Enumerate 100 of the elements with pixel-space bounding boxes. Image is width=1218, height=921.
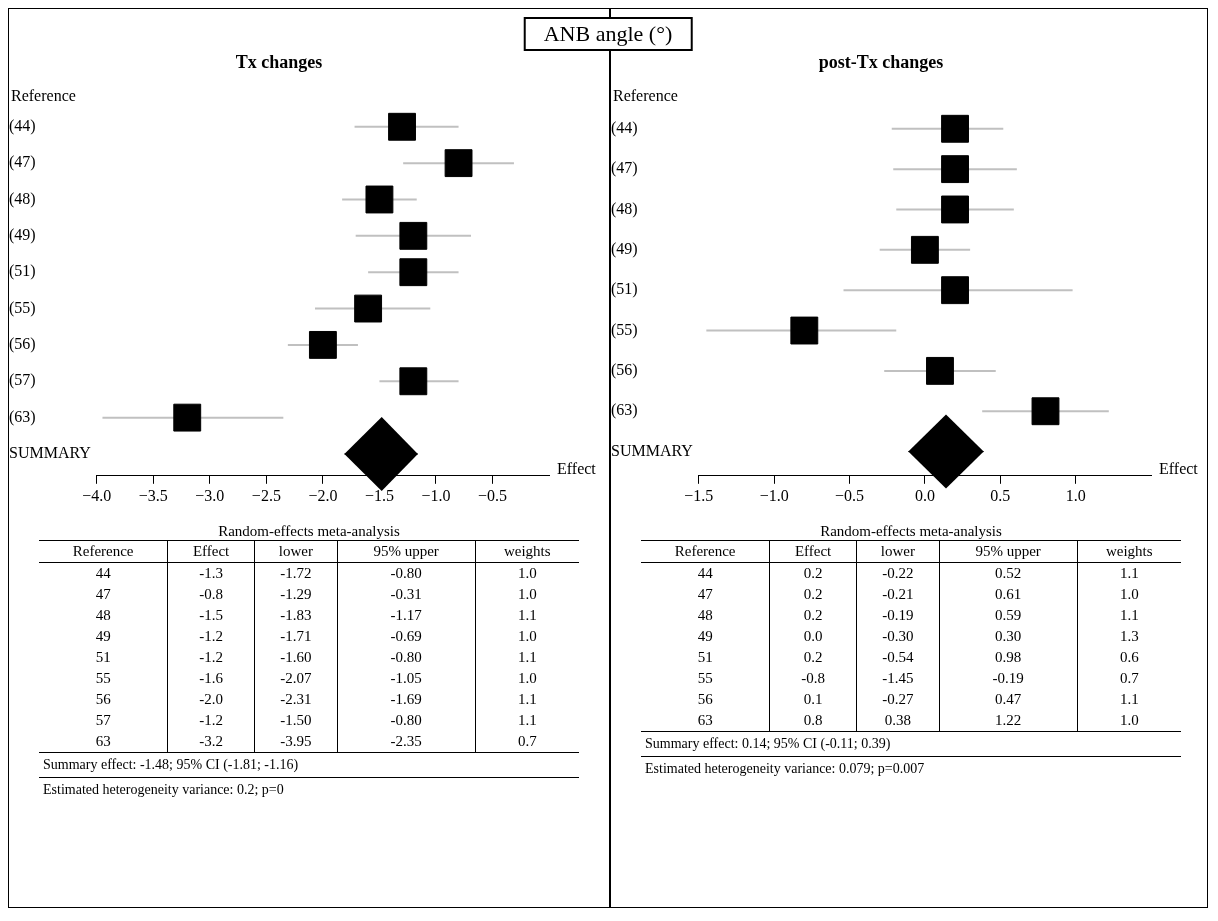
text: -2.0 [199,691,223,707]
category-label: 48 [95,607,111,623]
y-tick-label: (56) [9,335,36,354]
text: 0.38 [884,712,911,728]
category-label: 56 [697,691,713,707]
text: -2.35 [390,733,422,749]
text: 0.52 [995,565,1022,581]
text: -1.69 [390,691,422,707]
category-label: 95% upper [337,541,476,563]
text: -1.2 [199,649,223,665]
point [399,367,428,396]
text: -2.31 [280,691,312,707]
y-tick-label: (56) [611,361,638,380]
text: Estimated heterogeneity variance: 0.079; p=0.007 [641,756,1181,781]
x-tick-label: −1.5 [364,486,394,504]
x-tick-label: −4.0 [82,486,112,504]
y-tick-label: (57) [9,371,36,390]
text: -0.80 [390,649,422,665]
text: -0.54 [882,649,914,665]
x-tick-label: −2.5 [251,486,281,504]
text: -0.19 [882,607,914,623]
text: 1.1 [1119,607,1139,623]
category-label: 95% upper [939,541,1078,563]
text: -1.83 [280,607,312,623]
category-label: 63 [95,733,111,749]
text: 1.1 [517,691,537,707]
y-tick-label: (51) [9,262,36,281]
text: -0.27 [882,691,914,707]
category-label: 63 [697,712,713,728]
point [926,356,954,385]
text: -0.80 [390,565,422,581]
text: 1.1 [1119,565,1139,581]
text: 0.2 [803,565,823,581]
point [941,114,969,143]
text: Reference [39,541,168,563]
y-tick-label: (55) [9,298,36,317]
x-tick-label: −0.5 [835,486,865,504]
text: -1.50 [280,712,312,728]
text: 0.98 [995,649,1022,665]
y-tick-label: (47) [611,159,638,178]
category-label: 57 [95,712,111,728]
x-tick-label: −1.5 [684,486,714,504]
point [790,316,819,345]
y-tick-label: (49) [9,226,36,245]
point [173,403,202,432]
text: Summary effect: 0.14; 95% CI (-0.11; 0.39) [641,731,1181,756]
category-label: 51 [95,649,111,665]
category-label: 44 [697,565,713,581]
text: 1.1 [1119,691,1139,707]
y-axis-title: Reference [11,86,76,104]
text: -3.2 [199,733,223,749]
x-tick-label: 1.0 [1065,486,1086,504]
text: Random-effects meta-analysis [39,523,579,541]
text: 0.6 [1119,649,1139,665]
chart-title: Tx changes [235,52,323,73]
y-tick-label: (49) [611,240,638,259]
text: Random-effects meta-analysis [641,523,1181,541]
text: 0.2 [803,586,823,602]
point [354,294,383,323]
y-axis-title: Reference [613,86,678,104]
text: Summary effect: -1.48; 95% CI (-1.81; -1.16) [39,752,579,777]
text: 0.7 [517,733,537,749]
text: -0.19 [992,670,1024,686]
text: 0.0 [803,628,823,644]
point [344,416,418,491]
text: 0.1 [803,691,823,707]
x-tick-label: −3.5 [138,486,168,504]
point [444,149,473,178]
text: -1.3 [199,565,223,581]
text: -0.21 [882,586,914,602]
category-label: 55 [697,670,713,686]
x-tick-label: −0.5 [477,486,507,504]
point [1031,397,1060,426]
y-tick-label: (51) [611,280,638,299]
point [941,155,969,184]
text: -1.5 [199,607,223,623]
point [941,195,969,224]
text: -0.8 [801,670,825,686]
text: 1.0 [1119,712,1139,728]
category-label: lower [254,541,338,563]
text: 1.0 [517,565,537,581]
category-label: 55 [95,670,111,686]
category-label: Effect [167,541,255,563]
text: 1.3 [1119,628,1139,644]
text: 0.8 [803,712,823,728]
text: 1.0 [517,670,537,686]
y-tick-label: (48) [9,189,36,208]
text: -1.2 [199,628,223,644]
category-label: 44 [95,565,111,581]
category-label: lower [856,541,940,563]
category-label: 56 [95,691,111,707]
text: 0.7 [1119,670,1139,686]
category-label: weights [475,541,579,563]
y-tick-label: SUMMARY [611,441,694,459]
x-tick-label: −1.0 [421,486,451,504]
text: -0.30 [882,628,914,644]
point [908,414,984,489]
text: 1.1 [517,607,537,623]
text: -1.45 [882,670,914,686]
text: -1.60 [280,649,312,665]
